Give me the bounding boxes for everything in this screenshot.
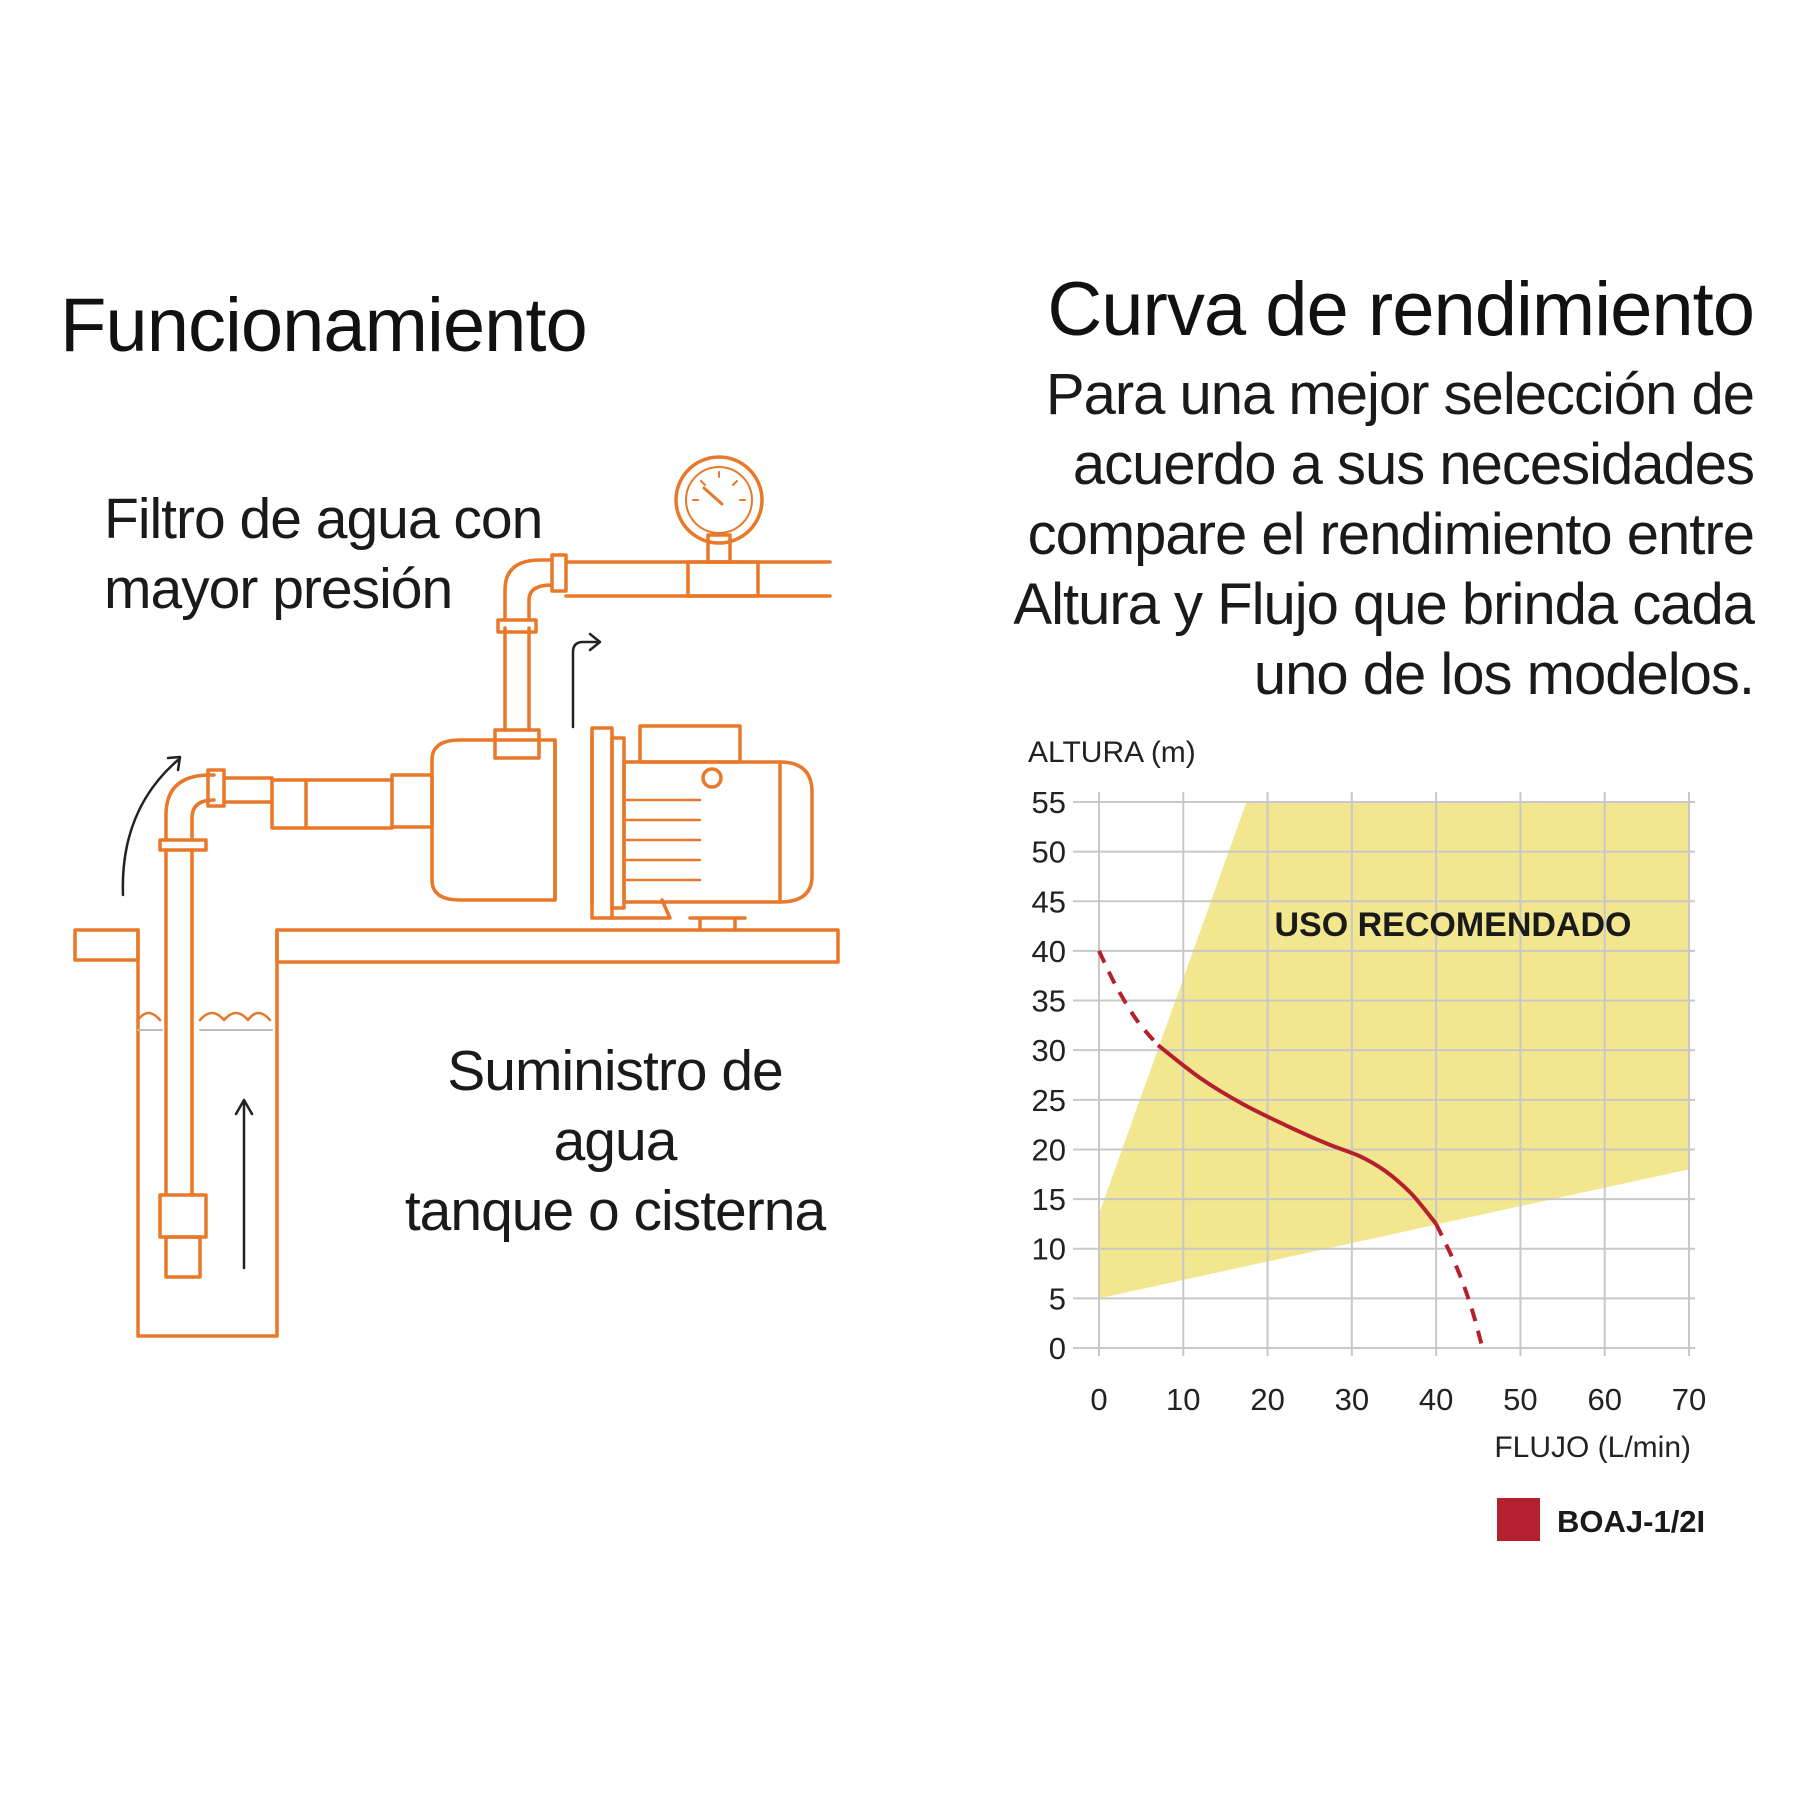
ground-slab [73, 928, 140, 962]
x-axis-label: FLUJO (L/min) [1494, 1431, 1691, 1464]
description-line: uno de los modelos. [1253, 642, 1755, 707]
water-surface [136, 1011, 272, 1022]
series-curve-solid [1156, 1043, 1438, 1226]
filter-caption: Filtro de agua con mayor presión [104, 484, 543, 624]
y-tick-label: 25 [1032, 1083, 1066, 1118]
gauge-stem [706, 533, 732, 564]
pipe-elbow [158, 838, 208, 852]
discharge-coupling [550, 553, 568, 593]
y-tick-label: 40 [1032, 934, 1066, 969]
discharge-pipe-horizontal [564, 560, 832, 598]
pressure-gauge-icon [674, 455, 764, 545]
gauge-ticks [692, 471, 746, 501]
x-tick-label: 40 [1419, 1382, 1453, 1417]
filter-caption-line: mayor presión [104, 557, 453, 621]
description-line: compare el rendimiento entre [1027, 502, 1755, 567]
y-tick-label: 50 [1032, 835, 1066, 870]
y-tick-label: 10 [1032, 1232, 1066, 1267]
flow-arrow-icon [571, 632, 602, 729]
supply-caption-line: Suministro de agua [447, 1039, 784, 1173]
y-axis-label: ALTURA (m) [1028, 736, 1196, 769]
description-line: Para una mejor selección de [1045, 362, 1755, 427]
y-tick-label: 15 [1032, 1182, 1066, 1217]
pressure-gauge-dial [685, 466, 753, 534]
ground-slab [275, 928, 840, 964]
pump-installation-illustration [73, 455, 840, 1338]
x-tick-label: 60 [1587, 1382, 1621, 1417]
gauge-needle [702, 486, 724, 506]
x-tick-label: 70 [1672, 1382, 1706, 1417]
description-line: Altura y Flujo que brinda cada [1013, 572, 1755, 637]
water-pump-icon [430, 738, 557, 902]
pump-feet [608, 898, 747, 932]
supply-caption: Suministro de agua tanque o cisterna [380, 1036, 850, 1246]
curve-description: Para una mejor selección de acuerdo a su… [1013, 360, 1755, 710]
suction-pipe-horizontal [222, 776, 394, 830]
x-tick-label: 10 [1166, 1382, 1200, 1417]
y-tick-label: 5 [1049, 1281, 1066, 1316]
description-line: acuerdo a sus necesidades [1072, 432, 1755, 497]
legend-swatch [1497, 1498, 1540, 1541]
x-tick-label: 30 [1335, 1382, 1369, 1417]
x-tick-label: 0 [1090, 1382, 1107, 1417]
x-tick-label: 20 [1250, 1382, 1284, 1417]
discharge-coupling [496, 618, 538, 634]
suction-pipe-icon [164, 848, 194, 1197]
pump-inlet [390, 773, 434, 829]
flow-arrow-icon [121, 755, 182, 897]
foot-valve [164, 1235, 202, 1279]
performance-chart: 0 5 10 15 20 25 30 35 40 45 50 55 0 10 20 30 40 50 60 70 A… [1028, 736, 1706, 1541]
motor-fins [622, 798, 702, 882]
series-curve-dashed-start [1097, 950, 1160, 1047]
y-tick-label: 0 [1049, 1331, 1066, 1366]
foot-valve [158, 1193, 208, 1239]
terminal-screw [701, 767, 723, 789]
gauge-tee [686, 560, 760, 598]
funcionamiento-title: Funcionamiento [60, 283, 588, 368]
pump-flange [610, 736, 626, 910]
discharge-coupling [493, 728, 541, 760]
y-tick-label: 45 [1032, 884, 1066, 919]
supply-caption-line: tanque o cisterna [404, 1179, 826, 1243]
pump-motor [622, 760, 814, 904]
pipe-coupling [270, 778, 308, 830]
curva-title: Curva de rendimiento [1047, 267, 1755, 352]
pipe-coupling [206, 768, 226, 808]
filter-caption-line: Filtro de agua con [104, 487, 543, 551]
discharge-pipe-icon [503, 626, 531, 732]
y-tick-label: 30 [1032, 1033, 1066, 1068]
water-tank-icon [136, 928, 279, 1338]
legend-label: BOAJ-1/2I [1557, 1504, 1705, 1539]
x-tick-label: 50 [1503, 1382, 1537, 1417]
pump-body-line [553, 733, 594, 907]
y-tick-label: 20 [1032, 1132, 1066, 1167]
series-curve-dashed-end [1434, 1223, 1485, 1349]
flow-arrow-icon [234, 1098, 254, 1270]
pump-flange [590, 726, 614, 920]
recommended-zone-label: USO RECOMENDADO [1274, 906, 1631, 944]
y-tick-label: 35 [1032, 984, 1066, 1019]
y-tick-label: 55 [1032, 785, 1066, 820]
terminal-box [638, 724, 742, 764]
discharge-elbow [503, 558, 554, 622]
